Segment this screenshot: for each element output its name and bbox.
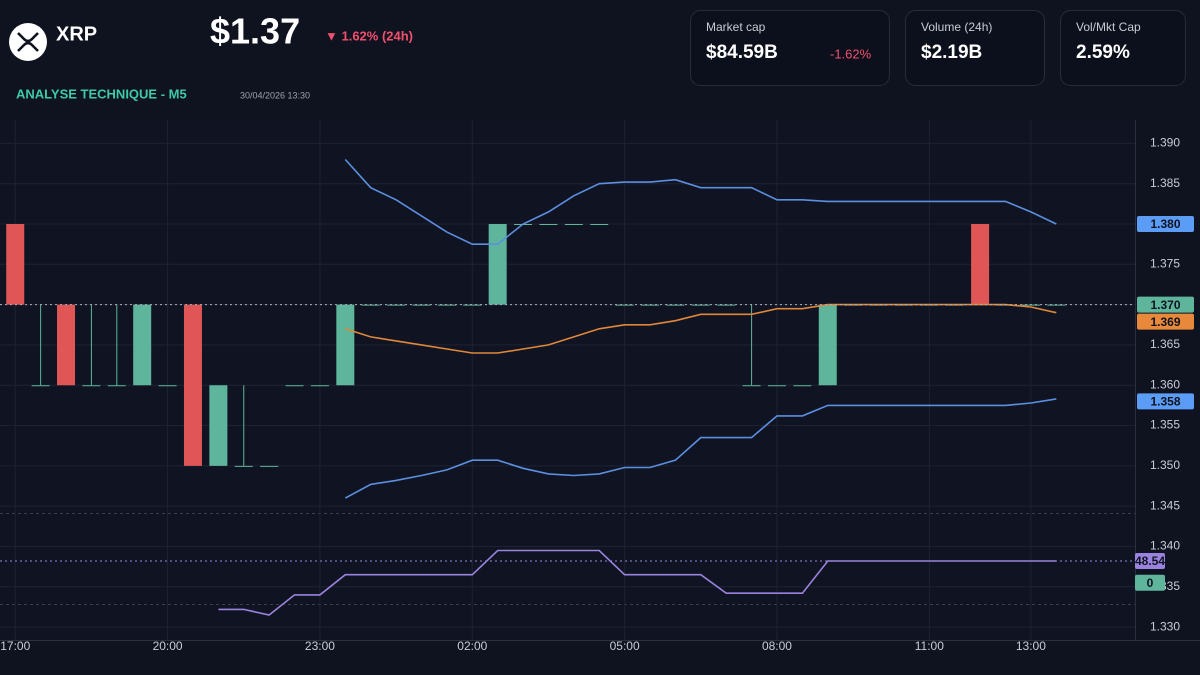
x-tick-label: 11:00: [915, 639, 944, 653]
card-value: 2.59%: [1076, 42, 1130, 63]
symbol: XRP: [56, 23, 97, 45]
card: [905, 10, 1045, 86]
card-change: -1.62%: [830, 46, 872, 61]
price-tag: [1137, 393, 1194, 410]
candle-body: [31, 385, 50, 387]
x-tick-label: 23:00: [305, 639, 335, 653]
candle-body: [133, 304, 152, 386]
candle-body: [767, 385, 786, 387]
price-change: ▼ 1.62% (24h): [325, 28, 413, 43]
section-title: ANALYSE TECHNIQUE - M5: [16, 86, 187, 101]
candle-body: [6, 224, 25, 305]
candle-body: [793, 385, 812, 387]
candle-body: [285, 385, 304, 387]
card-label: Volume (24h): [921, 20, 992, 34]
card-label: Market cap: [706, 20, 766, 34]
price-tag: [1135, 552, 1165, 569]
candle-body: [971, 224, 990, 305]
y-tick-label: 1.345: [1150, 498, 1180, 512]
candle-body: [260, 465, 279, 467]
y-tick-label: 1.350: [1150, 458, 1180, 472]
x-tick-label: 13:00: [1016, 639, 1046, 653]
candle-body: [209, 385, 228, 466]
indicator-line: [344, 398, 1057, 499]
price-tag-label: 48.54: [1135, 554, 1165, 568]
card-label: Vol/Mkt Cap: [1076, 20, 1141, 34]
chart: 1.390 1.385 1.380 1.375 1.370 1.365 1.360 1.355…: [0, 120, 1194, 653]
indicator-line: [344, 158, 1057, 245]
price-tag-label: 1.380: [1150, 217, 1180, 231]
candle-body: [742, 385, 761, 387]
candle-body: [818, 304, 837, 386]
y-tick-label: 1.340: [1150, 539, 1180, 553]
candle-body: [463, 304, 482, 306]
plot-area: [0, 120, 1135, 640]
y-tick-label: 1.365: [1150, 337, 1180, 351]
indicator-line: [345, 303, 1057, 354]
timestamp: 30/04/2026 13:30: [240, 90, 310, 100]
x-tick-label: 20:00: [153, 639, 183, 653]
card: [690, 10, 890, 86]
candle-body: [310, 385, 329, 387]
candle-body: [488, 224, 507, 305]
y-tick-label: 1.375: [1150, 256, 1180, 270]
card-value: $84.59B: [706, 42, 778, 63]
candle-body: [539, 224, 558, 225]
y-tick-label: 1.390: [1150, 136, 1180, 150]
x-tick-label: 05:00: [610, 639, 640, 653]
y-tick-label: 1.355: [1150, 418, 1180, 432]
candle-body: [82, 385, 101, 387]
price-tag: [1137, 296, 1194, 313]
logo: [9, 23, 47, 61]
x-tick-label: 17:00: [0, 639, 30, 653]
candle-body: [158, 385, 177, 387]
y-tick-label: 1.385: [1150, 176, 1180, 190]
x-tick-label: 08:00: [762, 639, 792, 653]
candle-body: [183, 304, 202, 466]
price-tag-label: 1.370: [1150, 298, 1180, 312]
candle-body: [336, 304, 355, 386]
card: [1060, 10, 1186, 86]
candle-body: [615, 304, 634, 306]
candle-body: [57, 304, 76, 386]
card-value: $2.19B: [921, 42, 982, 63]
price-tag-label: 1.369: [1150, 315, 1180, 329]
price-tag: [1137, 313, 1194, 330]
y-tick-label: 1.360: [1150, 377, 1180, 391]
price-tag-label: 1.358: [1150, 395, 1180, 409]
price: $1.37: [210, 11, 300, 52]
price-tag-label: 0: [1147, 576, 1154, 590]
price-tag: [1137, 216, 1194, 232]
candle-body: [590, 224, 609, 225]
price-tag: [1135, 574, 1165, 591]
candle-body: [234, 465, 253, 467]
candle-body: [107, 385, 126, 387]
candle-body: [564, 224, 583, 225]
y-tick-label: 1.330: [1150, 619, 1180, 633]
x-tick-label: 02:00: [457, 639, 487, 653]
